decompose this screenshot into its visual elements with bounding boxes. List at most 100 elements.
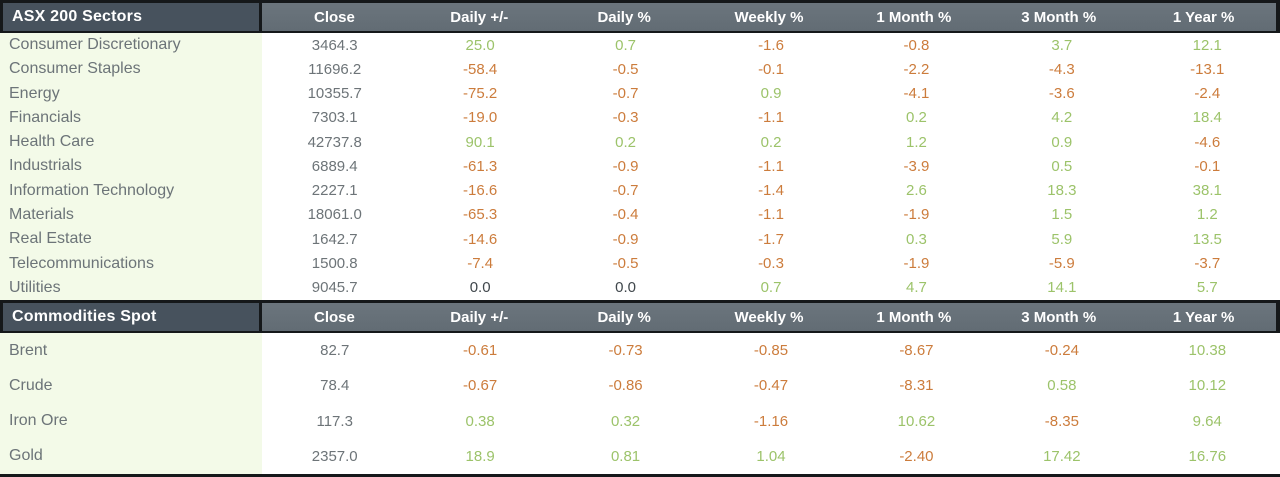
table-rows: Consumer Discretionary 3464.3 25.0 0.7 -1.6 -… [0, 33, 1280, 300]
change-value: 17.42 [1043, 447, 1081, 465]
change-value: -4.3 [1048, 60, 1075, 78]
column-header-1-month-: 1 Month % [841, 303, 987, 331]
close-value: 1642.7 [311, 230, 358, 248]
change-value: -0.1 [758, 60, 784, 78]
close-value: 1500.8 [311, 255, 358, 273]
commodities-spot-table: Commodities Spot Close Daily +/- Daily % Wee… [0, 300, 1280, 474]
column-header-daily-: Daily +/- [406, 303, 552, 331]
table-row: Health Care 42737.8 90.1 0.2 0.2 1.2 0.9 -4.6 [0, 130, 1280, 155]
column-header-3-month-: 3 Month % [986, 3, 1132, 31]
change-value: -7.4 [467, 255, 494, 273]
change-value: 25.0 [465, 36, 495, 54]
column-header-daily-: Daily +/- [406, 3, 552, 31]
asx-200-sectors-table: ASX 200 Sectors Close Daily +/- Daily % Week… [0, 0, 1280, 300]
row-label: Energy [0, 81, 262, 106]
close-value: 11696.2 [308, 60, 362, 78]
row-label: Iron Ore [0, 403, 262, 439]
change-value: -0.1 [1194, 157, 1221, 175]
table-row: Real Estate 1642.7 -14.6 -0.9 -1.7 0.3 5.9 13.5 [0, 227, 1280, 252]
close-value: 78.4 [320, 377, 350, 395]
close-value: 10355.7 [307, 85, 362, 103]
change-value: 0.0 [615, 279, 636, 297]
change-value: -1.6 [758, 36, 784, 54]
change-value: -0.73 [608, 342, 643, 360]
change-value: -4.6 [1194, 133, 1221, 151]
change-value: -3.9 [903, 157, 930, 175]
close-value: 2357.0 [311, 447, 358, 465]
change-value: -0.9 [612, 230, 639, 248]
column-header-daily-: Daily % [551, 3, 697, 31]
change-value: 0.2 [615, 133, 636, 151]
column-header-1-month-: 1 Month % [841, 3, 987, 31]
change-value: 0.81 [610, 447, 641, 465]
change-value: -0.8 [903, 36, 930, 54]
change-value: 10.38 [1188, 342, 1227, 360]
change-value: 38.1 [1192, 182, 1222, 200]
table-row: Energy 10355.7 -75.2 -0.7 0.9 -4.1 -3.6 -2.4 [0, 81, 1280, 106]
change-value: 4.2 [1051, 109, 1073, 127]
table-title: ASX 200 Sectors [3, 3, 262, 31]
change-value: -0.5 [612, 60, 639, 78]
row-label: Consumer Staples [0, 57, 262, 82]
close-value: 117.3 [316, 412, 353, 430]
change-value: 1.5 [1051, 206, 1073, 224]
table-row: Consumer Discretionary 3464.3 25.0 0.7 -1.6 -… [0, 33, 1280, 58]
change-value: -1.4 [758, 182, 784, 200]
close-value: 6889.4 [311, 157, 358, 175]
change-value: -3.6 [1048, 85, 1075, 103]
change-value: 18.4 [1192, 109, 1222, 127]
change-value: 2.6 [905, 182, 927, 200]
table-row: Consumer Staples 11696.2 -58.4 -0.5 -0.1 -2.2… [0, 57, 1280, 82]
change-value: -1.7 [758, 230, 784, 248]
change-value: 0.2 [760, 133, 782, 151]
change-value: 0.32 [610, 412, 641, 430]
change-value: 10.62 [897, 412, 936, 430]
change-value: -19.0 [463, 109, 498, 127]
close-value: 3464.3 [311, 36, 358, 54]
row-label: Brent [0, 333, 262, 369]
change-value: -2.40 [899, 447, 934, 465]
table-row: Materials 18061.0 -65.3 -0.4 -1.1 -1.9 1.5 1.2 [0, 202, 1280, 228]
change-value: -13.1 [1190, 60, 1225, 78]
row-label: Materials [0, 202, 262, 228]
close-value: 2227.1 [311, 182, 358, 200]
row-label: Telecommunications [0, 251, 262, 276]
close-value: 7303.1 [311, 109, 358, 127]
change-value: -0.7 [612, 182, 639, 200]
change-value: -8.67 [899, 342, 934, 360]
table-title: Commodities Spot [3, 303, 262, 331]
change-value: 10.12 [1188, 377, 1227, 395]
bottom-border [0, 474, 1280, 477]
table-row: Brent 82.7 -0.61 -0.73 -0.85 -8.67 -0.24 10.38 [0, 333, 1280, 369]
column-header-daily-: Daily % [551, 303, 697, 331]
change-value: -0.67 [463, 377, 498, 395]
change-value: 0.38 [465, 412, 495, 430]
change-value: 4.7 [905, 279, 927, 297]
table-row: Iron Ore 117.3 0.38 0.32 -1.16 10.62 -8.35 9.64 [0, 403, 1280, 439]
column-header-close: Close [262, 303, 407, 331]
change-value: -1.9 [903, 206, 930, 224]
change-value: -0.3 [612, 109, 639, 127]
close-value: 42737.8 [307, 133, 362, 151]
close-value: 9045.7 [311, 279, 358, 297]
change-value: -0.7 [612, 85, 639, 103]
table-row: Information Technology 2227.1 -16.6 -0.7 -1.… [0, 178, 1280, 203]
change-value: 0.7 [615, 36, 636, 54]
change-value: 0.58 [1047, 377, 1077, 395]
change-value: -0.4 [612, 206, 639, 224]
change-value: 0.3 [905, 230, 927, 248]
change-value: 1.2 [1196, 206, 1218, 224]
table-row: Crude 78.4 -0.67 -0.86 -0.47 -8.31 0.58 10.12 [0, 368, 1280, 404]
row-label: Consumer Discretionary [0, 33, 262, 58]
change-value: 3.7 [1051, 36, 1073, 54]
row-label: Financials [0, 105, 262, 131]
row-label: Industrials [0, 154, 262, 179]
change-value: 0.0 [469, 279, 491, 297]
change-value: -3.7 [1194, 255, 1221, 273]
change-value: 12.1 [1192, 36, 1222, 54]
change-value: -1.1 [758, 157, 784, 175]
change-value: 5.7 [1196, 279, 1218, 297]
change-value: -65.3 [463, 206, 498, 224]
column-header-close: Close [262, 3, 407, 31]
